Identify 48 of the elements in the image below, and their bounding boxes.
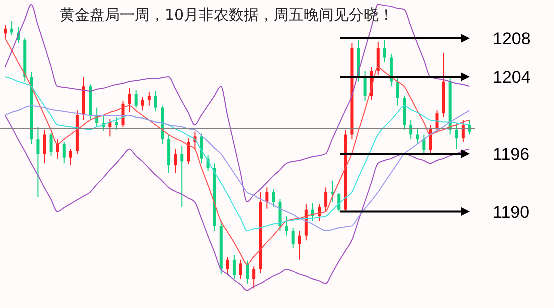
candlestick bbox=[232, 254, 236, 280]
candlestick bbox=[324, 187, 328, 212]
candlestick bbox=[285, 216, 288, 236]
line-series bbox=[4, 115, 470, 292]
candlestick bbox=[134, 90, 138, 108]
candlestick bbox=[246, 260, 250, 284]
candlestick bbox=[174, 148, 178, 174]
candlestick bbox=[43, 129, 46, 164]
line-series bbox=[4, 76, 470, 232]
candlestick bbox=[416, 128, 420, 145]
candlestick bbox=[10, 20, 14, 36]
candlestick bbox=[180, 146, 184, 208]
y-tick-label: 1190 bbox=[493, 202, 530, 222]
y-tick-label: 1196 bbox=[493, 145, 530, 164]
candlestick bbox=[69, 148, 72, 166]
candlestick bbox=[56, 139, 60, 160]
candlestick bbox=[252, 266, 256, 290]
candlestick bbox=[455, 122, 458, 150]
candlestick bbox=[298, 230, 302, 260]
line-series bbox=[4, 4, 470, 203]
candlestick bbox=[128, 88, 132, 114]
y-tick-label: 1204 bbox=[493, 68, 531, 88]
candlestick bbox=[148, 92, 151, 106]
candlestick bbox=[36, 126, 40, 198]
candlestick bbox=[240, 259, 242, 280]
line-series bbox=[4, 105, 470, 232]
candlestick bbox=[462, 120, 465, 143]
candlestick bbox=[436, 110, 439, 134]
candlestick bbox=[187, 138, 190, 166]
candlestick bbox=[226, 256, 230, 275]
candlestick bbox=[292, 228, 295, 249]
candlestick bbox=[410, 120, 413, 140]
y-tick-label: 1208 bbox=[493, 30, 531, 49]
candlestick bbox=[115, 116, 118, 130]
candlestick bbox=[141, 96, 144, 112]
candlestick bbox=[62, 142, 66, 164]
candlestick bbox=[272, 189, 276, 208]
candlestick bbox=[383, 40, 386, 64]
candlestick bbox=[50, 132, 53, 156]
candlestick bbox=[4, 24, 7, 39]
candlestick bbox=[154, 90, 158, 112]
candlestick bbox=[422, 134, 426, 154]
candlestick bbox=[200, 133, 204, 164]
candlestick bbox=[338, 192, 341, 212]
candlestick bbox=[266, 187, 269, 210]
candlestick bbox=[364, 70, 367, 102]
candlestick bbox=[396, 76, 400, 106]
candlestick bbox=[376, 42, 380, 76]
